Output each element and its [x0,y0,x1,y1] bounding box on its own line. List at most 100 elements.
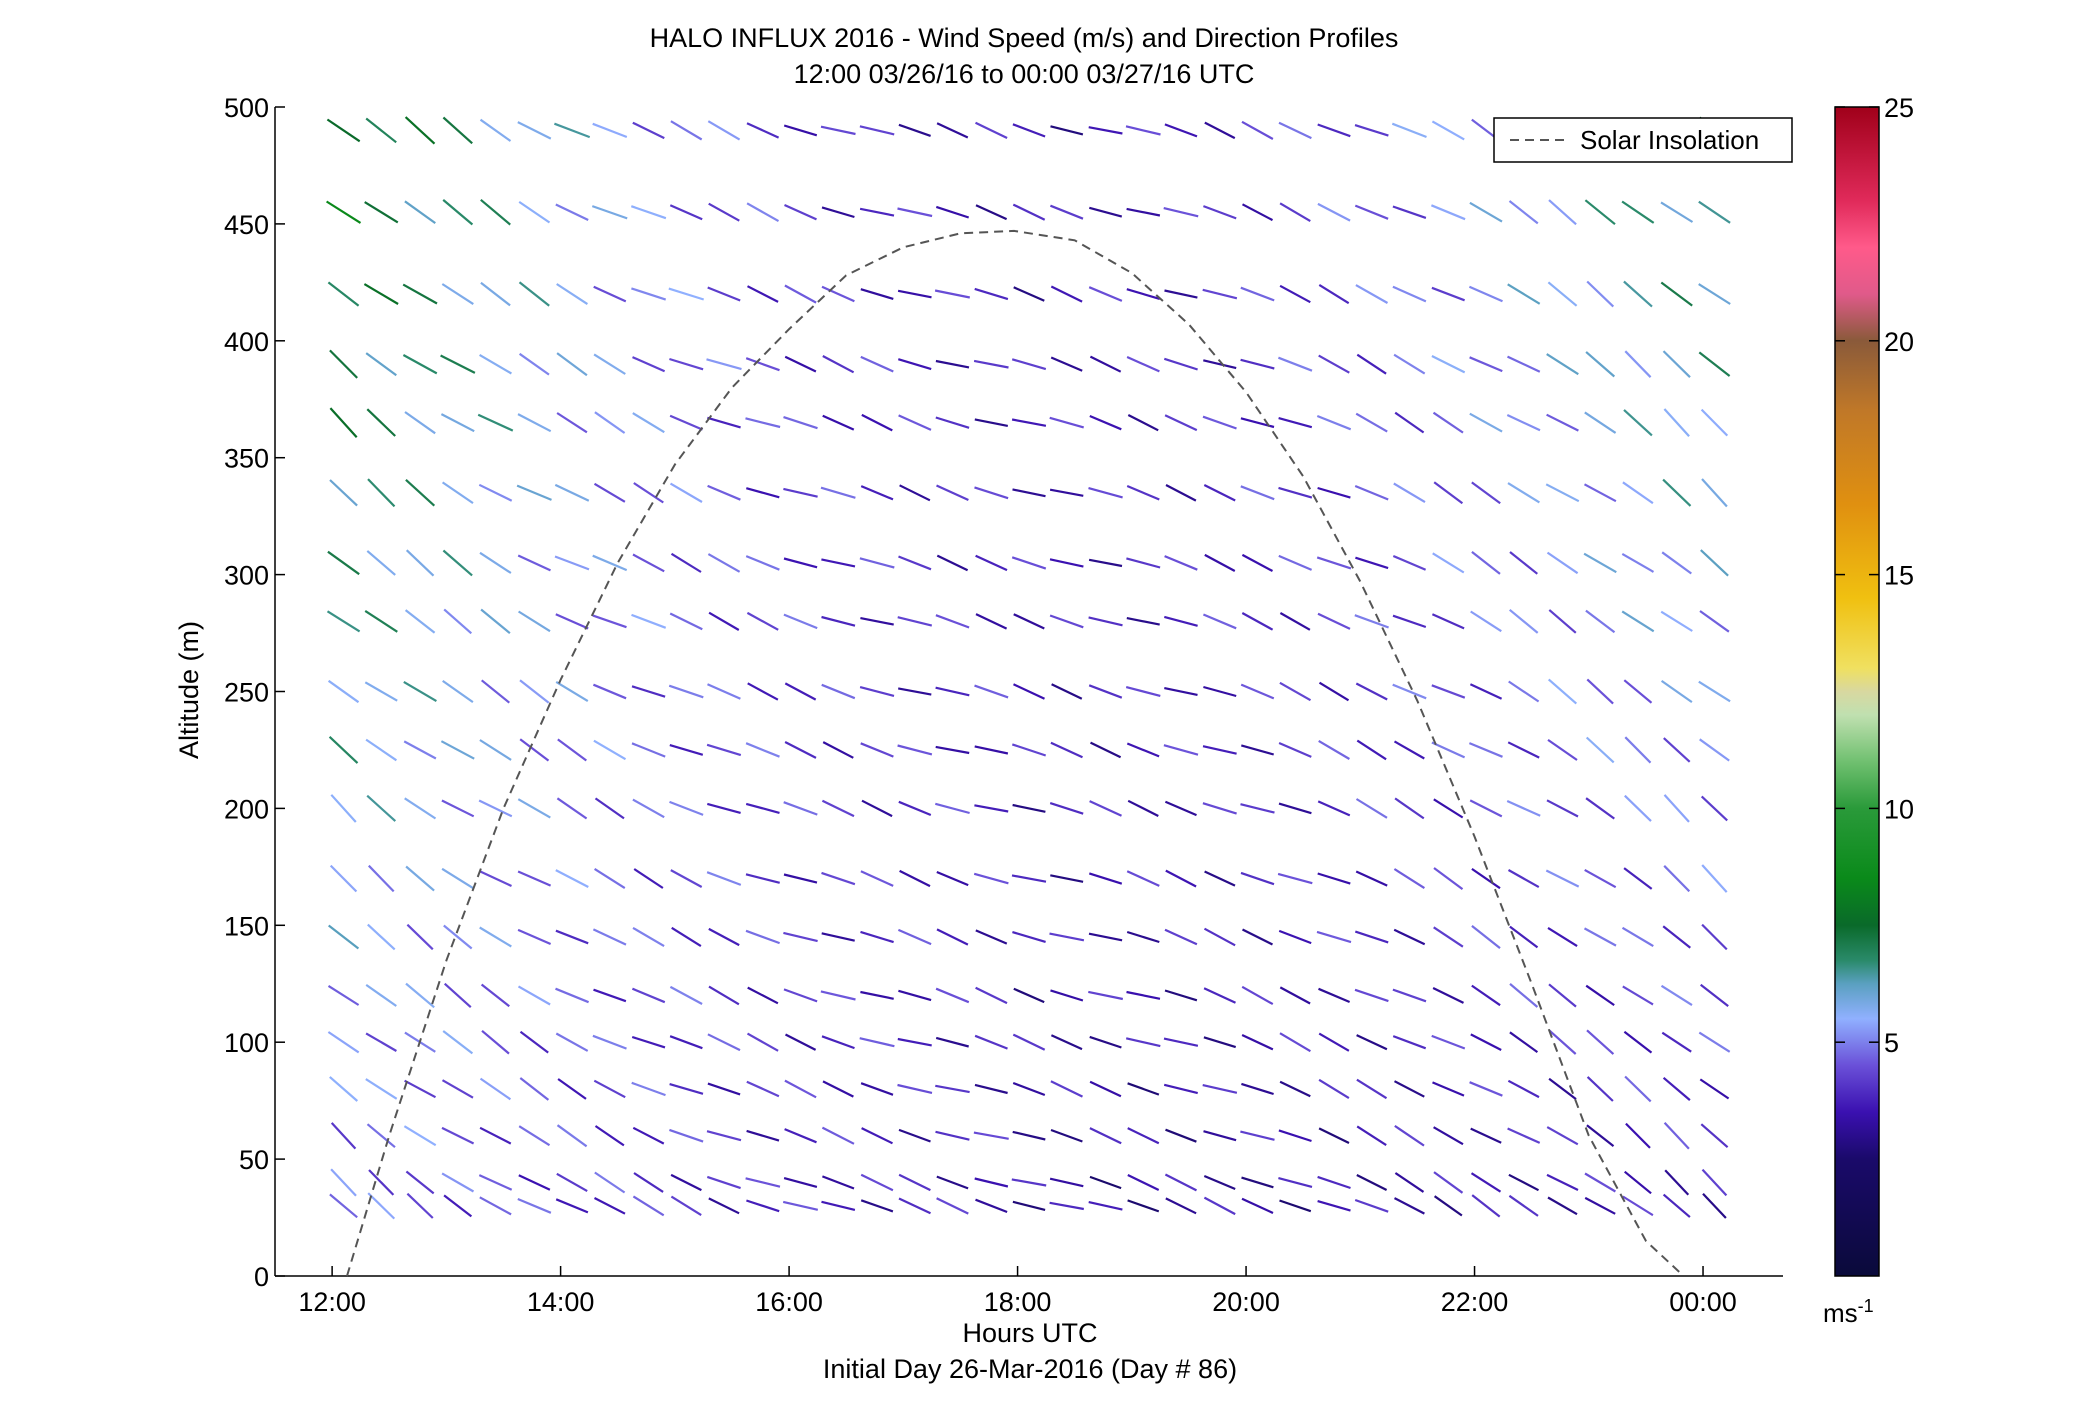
wind-barb [631,742,666,758]
wind-barb [1049,1201,1084,1211]
wind-barb [1432,411,1464,434]
wind-barb [592,1034,627,1050]
wind-barb [1662,1193,1691,1218]
wind-barb [935,1130,970,1141]
wind-barb [1203,1036,1237,1049]
wind-barb [707,286,741,302]
wind-barb [1240,871,1275,886]
wind-barb [555,929,589,945]
wind-barb [1660,610,1693,632]
wind-barb [860,1082,894,1096]
plot-area: 12:00 14:00 16:00 18:00 20:00 22:00 00:00 0 50 1… [224,93,1783,1317]
wind-barb [1127,1127,1160,1145]
y-tick-label: 500 [224,93,269,123]
wind-barb [1469,201,1503,223]
wind-barb [1433,798,1464,819]
wind-barb [669,414,703,431]
wind-barb [1088,558,1123,568]
wind-barb [1164,414,1198,432]
wind-barb [1431,1034,1466,1050]
wind-barb [519,1077,550,1101]
wind-barb [441,1172,475,1193]
wind-barb [1049,488,1084,497]
wind-barb [973,872,1009,885]
wind-barb [1431,741,1466,759]
wind-barb [784,203,817,221]
wind-barb [1662,350,1691,378]
wind-barb [440,740,475,760]
colorbar-ticks: 5 10 15 20 25 [1835,93,1914,1058]
wind-barb [1050,356,1083,372]
wind-barb [745,555,780,571]
wind-barb [1163,1083,1198,1095]
wind-barb [1279,284,1311,304]
y-tick-label: 400 [224,327,269,357]
wind-barb [1126,617,1160,626]
wind-barb [1393,740,1425,760]
wind-barb [1700,795,1728,822]
wind-barb [1433,1195,1463,1217]
wind-barb [1202,613,1237,630]
wind-barb [1702,1192,1727,1219]
wind-barb [1701,923,1728,951]
wind-barb [405,1170,435,1195]
wind-barb [1468,285,1503,303]
wind-barb [478,483,513,502]
wind-barb [403,680,437,703]
wind-barb [1509,983,1539,1008]
wind-barb [1624,736,1652,764]
wind-barb [784,355,817,373]
wind-barb [593,739,627,761]
wind-barb [1585,797,1615,820]
wind-barb [443,1194,473,1218]
wind-barb [1432,1081,1465,1097]
wind-barb [668,684,704,699]
wind-barb [327,1031,360,1054]
wind-barb [669,612,703,631]
wind-barb [632,926,665,948]
wind-barb [1469,1081,1503,1097]
wind-barb [1240,1130,1275,1141]
wind-barb [669,204,703,221]
wind-barb [1088,684,1123,699]
wind-barb [1701,864,1728,893]
chart-subtitle: 12:00 03/26/16 to 00:00 03/27/16 UTC [794,59,1255,89]
wind-barb [481,1029,510,1055]
wind-barb [519,738,550,762]
wind-barb [518,1125,551,1147]
wind-barb [1583,552,1617,574]
wind-barb [633,482,664,504]
wind-barb [519,1030,549,1054]
wind-barb [518,1174,551,1191]
wind-barb [1050,1034,1083,1051]
wind-barb [707,484,741,501]
wind-barb [366,408,396,437]
wind-barb [1012,1081,1046,1097]
wind-barb [632,121,665,140]
wind-barb [1050,125,1084,136]
wind-barb [1660,984,1693,1007]
wind-barb [1049,416,1084,429]
wind-barb [1471,481,1501,505]
wind-barb [1049,558,1084,568]
wind-barb [1506,799,1541,817]
wind-barb [518,200,551,224]
wind-barb [1240,286,1275,302]
wind-barb [1700,549,1729,577]
wind-barb [1165,1197,1197,1215]
wind-barb [1355,870,1388,887]
wind-barb [1279,986,1311,1005]
wind-barb [1393,1080,1425,1098]
wind-barb [1507,355,1541,373]
wind-barb [1164,615,1198,627]
wind-barb [592,554,628,572]
wind-barb [936,484,969,502]
wind-barb [479,870,512,887]
wind-barb [1585,984,1615,1007]
wind-barb [1012,123,1046,138]
wind-barb [670,1173,702,1192]
wind-barb [1165,484,1197,502]
wind-barb [1548,609,1577,634]
wind-barb [481,679,510,704]
wind-barb [1623,1030,1653,1054]
